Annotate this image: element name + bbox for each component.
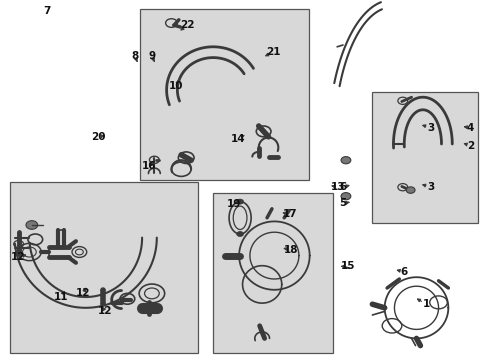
Text: 12: 12 [10,252,25,262]
Text: 13: 13 [331,182,345,192]
Text: 15: 15 [341,261,355,271]
Circle shape [406,187,415,193]
Bar [372,92,478,223]
Text: 6: 6 [401,267,408,277]
Text: 11: 11 [54,292,69,302]
Text: 21: 21 [266,47,280,57]
Bar [213,193,333,353]
Text: 22: 22 [180,20,195,30]
Text: 7: 7 [43,6,50,16]
Circle shape [26,221,38,229]
Bar [140,9,309,180]
Text: 4: 4 [466,123,474,133]
Circle shape [237,231,244,237]
Circle shape [341,157,351,164]
Bar [10,182,198,353]
Bar [213,193,333,353]
Bar [372,92,478,223]
Text: 8: 8 [131,51,138,61]
Text: 20: 20 [91,132,105,142]
Text: 3: 3 [428,182,435,192]
Text: 16: 16 [142,161,157,171]
Text: 3: 3 [428,123,435,133]
Text: 2: 2 [467,141,474,151]
Text: 5: 5 [340,198,346,208]
Bar [140,9,309,180]
Text: 12: 12 [98,306,113,316]
Text: 6: 6 [340,182,346,192]
Text: 18: 18 [284,245,299,255]
Text: 10: 10 [169,81,184,91]
Text: 19: 19 [227,199,242,210]
Text: 1: 1 [423,299,430,309]
Text: 17: 17 [283,209,298,219]
Text: 9: 9 [148,51,155,61]
Circle shape [341,193,351,200]
Circle shape [237,199,244,204]
Bar [10,182,198,353]
Text: 14: 14 [230,134,245,144]
Text: 12: 12 [76,288,91,298]
